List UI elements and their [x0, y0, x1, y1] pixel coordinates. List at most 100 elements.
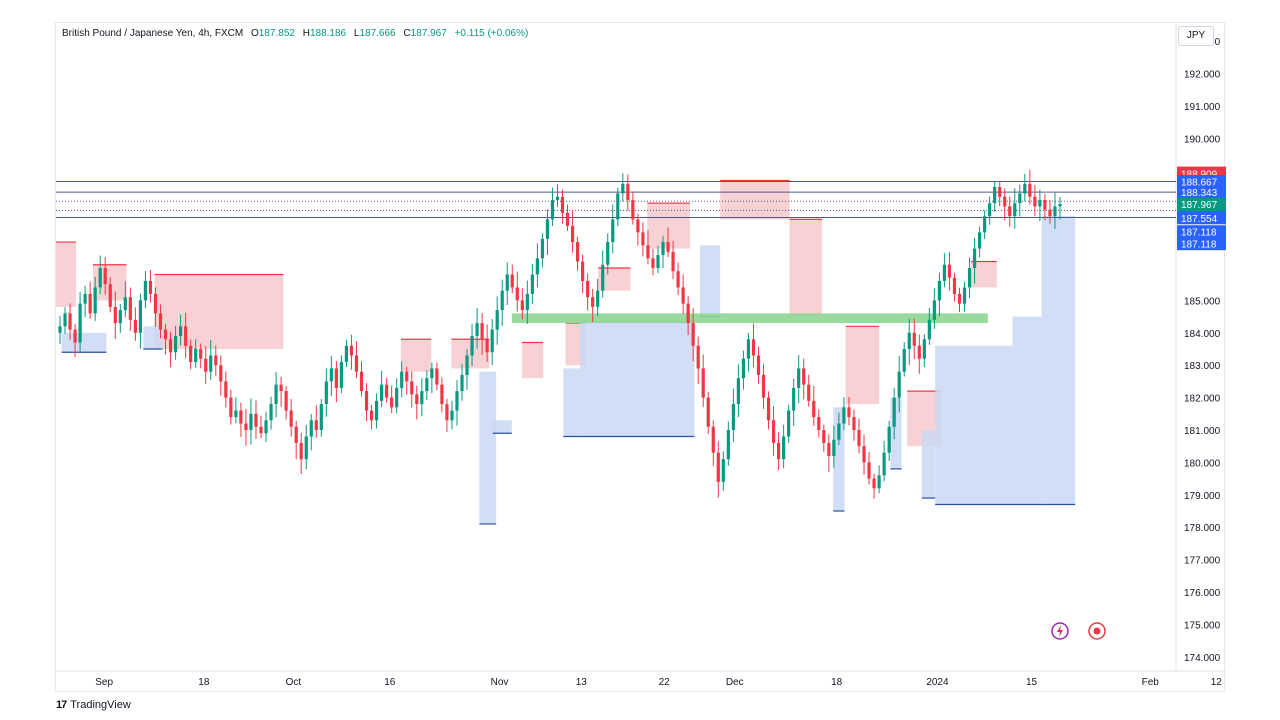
candle-body: [721, 459, 725, 482]
candle-body: [98, 268, 102, 288]
candle-body: [460, 374, 464, 392]
candle-body: [636, 219, 640, 233]
candle-body: [425, 378, 429, 392]
x-tick-label: 18: [831, 677, 843, 688]
candle-body: [756, 355, 761, 375]
candle-body: [490, 329, 494, 353]
x-tick-label: Sep: [95, 677, 113, 688]
candle-body: [977, 232, 982, 249]
price-label: 187.554: [1181, 214, 1218, 225]
open-label: O: [251, 28, 259, 39]
candle-body: [168, 339, 173, 353]
demand-zone: [479, 371, 497, 524]
candle-body: [485, 339, 489, 353]
candle-body: [686, 303, 690, 324]
candle-body: [545, 219, 550, 239]
candle-body: [430, 368, 434, 379]
target-icon[interactable]: [1086, 621, 1108, 641]
candle-body: [214, 355, 218, 366]
candle-body: [68, 313, 72, 330]
candle-body: [128, 297, 132, 320]
price-label-box: [1177, 225, 1226, 239]
candle-body: [410, 381, 414, 395]
candle-body: [204, 358, 208, 372]
candle-body: [555, 196, 560, 200]
candle-body: [646, 245, 650, 259]
candle-body: [766, 397, 771, 421]
candle-body: [616, 193, 620, 220]
candle-body: [666, 242, 670, 252]
candle-body: [787, 410, 791, 437]
candle-body: [138, 300, 143, 333]
candle-body: [671, 251, 675, 272]
candle-body: [983, 216, 987, 233]
y-tick-label: 179.000: [1184, 491, 1221, 502]
low-value: 187.666: [359, 28, 396, 39]
candle-body: [917, 345, 921, 359]
candle-body: [374, 400, 379, 421]
demand-zone: [563, 368, 581, 437]
candle-body: [420, 391, 424, 405]
candle-body: [415, 394, 419, 405]
candle-body: [897, 371, 901, 398]
lightning-icon[interactable]: [1049, 621, 1071, 641]
candle-body: [88, 293, 92, 314]
candle-body: [847, 407, 851, 418]
candle-body: [887, 426, 891, 453]
demand-zone: [492, 420, 512, 434]
change-value: +0.115 (+0.06%): [454, 28, 529, 39]
price-label: 188.343: [1181, 188, 1218, 199]
candle-body: [601, 264, 605, 291]
candle-body: [274, 384, 278, 405]
candle-body: [726, 430, 730, 460]
candle-body: [1003, 196, 1007, 207]
candle-body: [1018, 193, 1022, 204]
candle-body: [1013, 203, 1017, 217]
chart-frame[interactable]: 193.000192.000191.000190.000185.000184.0…: [55, 22, 1226, 693]
candle-body: [1033, 196, 1037, 207]
y-tick-label: 174.000: [1184, 653, 1221, 664]
candle-body: [520, 300, 524, 311]
candle-body: [822, 430, 826, 443]
currency-selector[interactable]: JPY: [1178, 26, 1214, 46]
supply-zone: [154, 274, 284, 349]
candle-body: [324, 381, 328, 405]
candle-body: [988, 203, 992, 217]
y-tick-label: 182.000: [1184, 394, 1221, 405]
candle-body: [967, 268, 972, 288]
x-tick-label: Oct: [286, 677, 302, 688]
candle-body: [631, 199, 635, 220]
price-chart[interactable]: 193.000192.000191.000190.000185.000184.0…: [56, 23, 1226, 693]
candle-body: [309, 420, 313, 437]
y-tick-label: 190.000: [1184, 134, 1221, 145]
candle-body: [832, 439, 836, 456]
x-tick-label: Nov: [491, 677, 509, 688]
candle-body: [591, 297, 595, 307]
candle-body: [63, 313, 67, 327]
y-tick-label: 183.000: [1184, 361, 1221, 372]
candle-body: [299, 442, 303, 460]
x-tick-label: Feb: [1142, 677, 1160, 688]
tradingview-logo[interactable]: 17 TradingView: [56, 699, 131, 711]
candle-body: [1048, 209, 1052, 217]
candle-body: [611, 219, 615, 243]
candle-body: [862, 446, 866, 463]
candle-body: [495, 310, 499, 330]
candle-body: [83, 293, 87, 304]
candle-body: [118, 310, 122, 324]
y-tick-label: 180.000: [1184, 458, 1221, 469]
high-label: H: [302, 28, 310, 39]
candle-body: [902, 349, 906, 372]
candle-body: [289, 410, 293, 427]
candle-body: [304, 436, 308, 460]
candle-body: [480, 323, 484, 340]
candle-body: [867, 462, 871, 479]
candle-body: [807, 384, 811, 401]
candle-body: [445, 404, 449, 421]
y-tick-label: 184.000: [1184, 329, 1221, 340]
candle-body: [364, 391, 369, 411]
candle-body: [776, 442, 781, 460]
candle-body: [254, 413, 258, 427]
price-label: 188.667: [1181, 177, 1218, 188]
candle-body: [701, 368, 705, 398]
